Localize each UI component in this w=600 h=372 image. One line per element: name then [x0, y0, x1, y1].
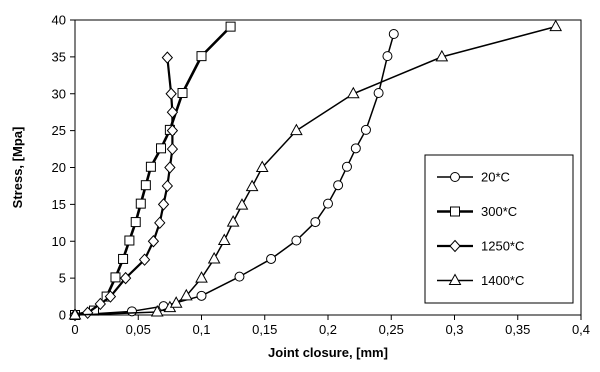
- y-tick-label: 15: [52, 197, 66, 212]
- data-point: [266, 253, 277, 264]
- data-point: [81, 306, 94, 320]
- legend-box: [424, 154, 574, 304]
- series-triangle: [68, 19, 563, 320]
- x-tick-label: 0,3: [445, 322, 463, 337]
- x-tick-label: 0,4: [572, 322, 590, 337]
- legend-marker: [450, 206, 460, 217]
- y-tick-label: 40: [52, 13, 66, 28]
- data-point: [145, 161, 156, 172]
- x-axis: 0 0,05 0,1 0,15 0,2 0,25 0,3 0,35 0,4: [71, 315, 590, 337]
- data-point: [138, 253, 151, 266]
- legend-marker: [450, 172, 460, 182]
- legend-entry: 1250*C: [437, 239, 524, 254]
- legend-entry: 20*C: [437, 170, 510, 185]
- y-tick-label: 25: [52, 123, 66, 138]
- legend-label: 1250*C: [481, 239, 524, 254]
- series-line: [74, 57, 174, 317]
- y-tick-label: 30: [52, 86, 66, 101]
- data-point: [119, 271, 132, 285]
- data-point: [291, 235, 302, 246]
- data-point: [165, 87, 177, 100]
- data-point: [157, 198, 170, 211]
- x-tick-label: 0,25: [379, 322, 404, 337]
- legend-marker: [449, 239, 461, 253]
- y-tick-label: 35: [52, 49, 66, 64]
- data-point: [126, 306, 137, 317]
- x-tick-label: 0,2: [319, 322, 337, 337]
- data-point: [207, 251, 221, 264]
- data-point: [346, 86, 360, 99]
- x-tick-label: 0,05: [126, 322, 151, 337]
- data-point: [196, 290, 207, 301]
- data-point: [333, 180, 344, 191]
- data-point: [225, 21, 236, 32]
- legend-label: 20*C: [481, 170, 510, 185]
- y-tick-label: 10: [52, 234, 66, 249]
- x-tick-label: 0: [71, 322, 78, 337]
- data-point: [360, 124, 371, 135]
- data-point: [323, 198, 333, 209]
- data-point: [235, 198, 249, 210]
- data-point: [166, 105, 179, 119]
- legend-entry: 1400*C: [437, 273, 524, 288]
- legend-label: 1400*C: [481, 273, 524, 288]
- data-point: [147, 235, 160, 248]
- data-point: [179, 288, 193, 301]
- data-point: [234, 271, 245, 282]
- data-point: [549, 19, 563, 32]
- series-diamond: [69, 51, 179, 322]
- data-point: [118, 253, 129, 264]
- data-point: [150, 305, 164, 317]
- data-point: [94, 297, 106, 311]
- data-point: [435, 49, 449, 62]
- data-point: [226, 215, 240, 227]
- data-point: [166, 124, 179, 137]
- x-tick-label: 0,15: [252, 322, 277, 337]
- series-square: [70, 21, 236, 320]
- legend-marker: [448, 273, 462, 285]
- data-point: [130, 217, 141, 228]
- data-point: [156, 143, 167, 154]
- y-axis-title: Stress, [Mpa]: [10, 127, 25, 209]
- data-point: [245, 179, 259, 192]
- data-point: [161, 51, 174, 64]
- data-point: [350, 143, 361, 154]
- data-point: [169, 296, 183, 308]
- series-layer: [68, 19, 563, 322]
- y-axis: 0 5 10 15 20 25 30 35 40: [52, 13, 75, 323]
- data-point: [196, 51, 207, 62]
- y-tick-label: 0: [59, 308, 66, 323]
- x-tick-label: 0,1: [192, 322, 210, 337]
- data-point: [140, 180, 151, 191]
- data-point: [310, 217, 321, 228]
- data-point: [382, 51, 393, 62]
- data-point: [154, 216, 166, 230]
- data-point: [290, 123, 303, 136]
- data-point: [161, 179, 174, 193]
- data-point: [195, 271, 208, 283]
- data-point: [68, 307, 82, 320]
- data-point: [341, 161, 352, 172]
- data-point: [166, 142, 179, 156]
- data-point: [164, 161, 176, 174]
- data-point: [255, 160, 269, 172]
- data-point: [124, 235, 135, 246]
- y-tick-label: 20: [52, 160, 66, 175]
- legend: 20*C 300*C 1250*C 1400*C: [424, 154, 574, 304]
- legend-label: 300*C: [481, 204, 517, 219]
- x-tick-label: 0,35: [505, 322, 530, 337]
- data-point: [217, 233, 231, 246]
- data-point: [110, 272, 121, 283]
- y-tick-label: 5: [59, 271, 66, 286]
- data-point: [135, 198, 146, 209]
- x-axis-title: Joint closure, [mm]: [268, 345, 388, 360]
- data-point: [373, 88, 384, 99]
- data-point: [177, 88, 188, 99]
- data-point: [388, 29, 399, 40]
- legend-entry: 300*C: [437, 204, 517, 219]
- series-line: [74, 33, 395, 316]
- data-point: [104, 290, 117, 303]
